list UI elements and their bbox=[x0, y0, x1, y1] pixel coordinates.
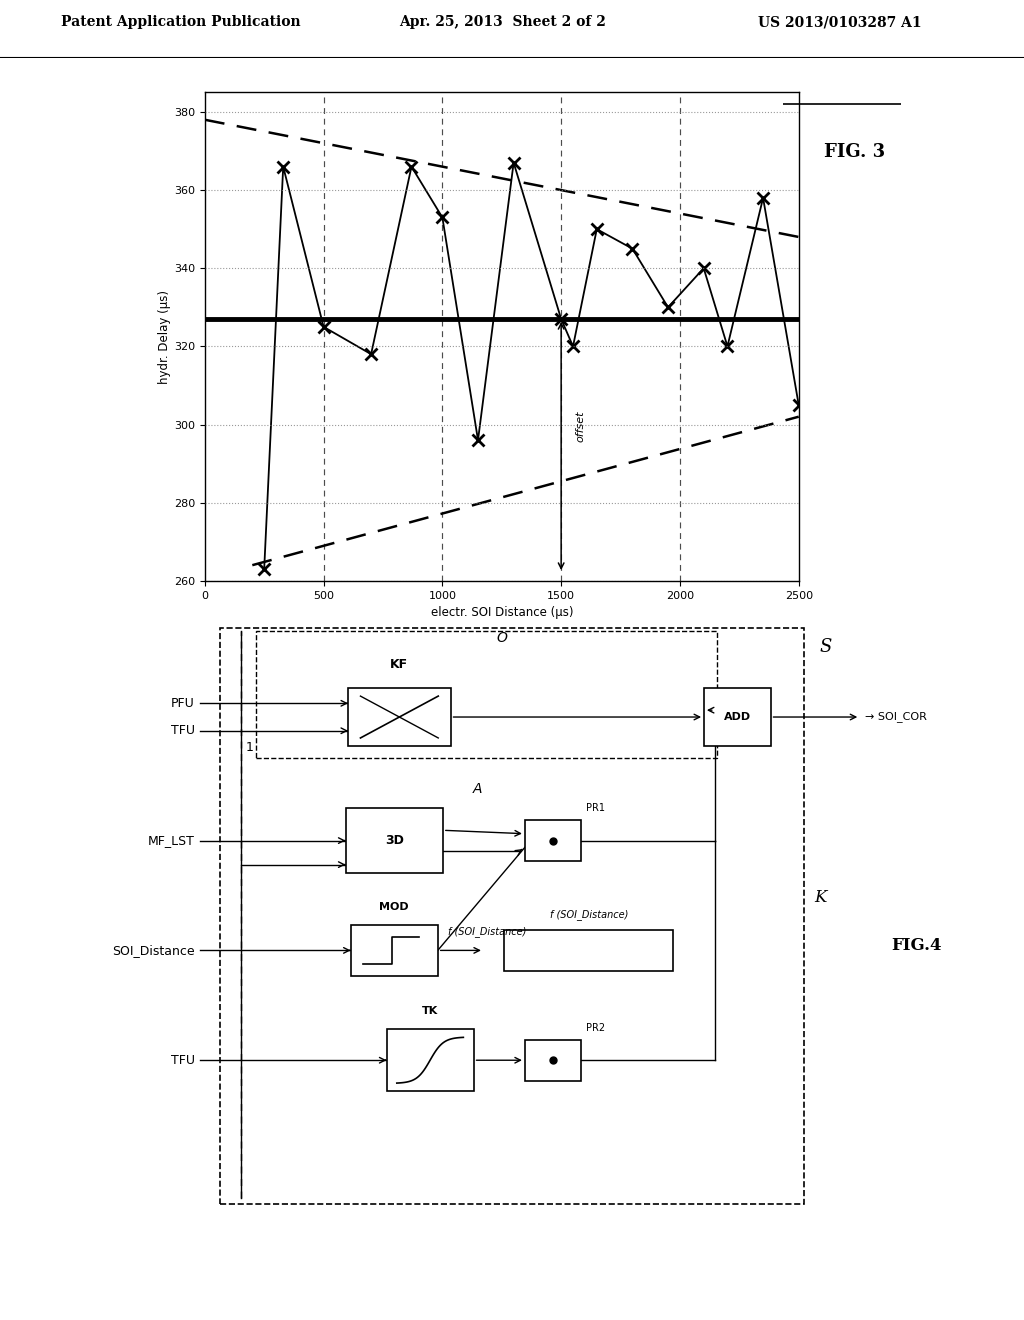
Text: 3D: 3D bbox=[385, 834, 403, 847]
Bar bbox=[346, 808, 442, 874]
Text: PR1: PR1 bbox=[586, 803, 605, 813]
Bar bbox=[220, 628, 804, 1204]
Text: Patent Application Publication: Patent Application Publication bbox=[61, 15, 301, 29]
Text: ADD: ADD bbox=[724, 711, 751, 722]
Text: f (SOI_Distance): f (SOI_Distance) bbox=[550, 908, 628, 920]
X-axis label: electr. SOI Distance (µs): electr. SOI Distance (µs) bbox=[430, 606, 573, 619]
Bar bbox=[504, 929, 674, 972]
Text: → SOI_COR: → SOI_COR bbox=[865, 711, 927, 722]
Text: TFU: TFU bbox=[171, 725, 195, 738]
Text: A: A bbox=[473, 781, 482, 796]
Text: MOD: MOD bbox=[380, 903, 409, 912]
Text: f (SOI_Distance): f (SOI_Distance) bbox=[449, 925, 526, 937]
Text: SOI_Distance: SOI_Distance bbox=[112, 944, 195, 957]
Text: FIG. 3: FIG. 3 bbox=[824, 143, 886, 161]
Text: offset: offset bbox=[575, 411, 586, 442]
Text: TFU: TFU bbox=[171, 1053, 195, 1067]
Bar bbox=[387, 1030, 473, 1092]
Bar bbox=[256, 631, 717, 758]
Y-axis label: hydr. Delay (µs): hydr. Delay (µs) bbox=[158, 289, 171, 384]
Text: KF: KF bbox=[390, 657, 409, 671]
Text: Apr. 25, 2013  Sheet 2 of 2: Apr. 25, 2013 Sheet 2 of 2 bbox=[399, 15, 606, 29]
Text: 1: 1 bbox=[246, 742, 254, 754]
Bar bbox=[525, 1040, 582, 1081]
Text: PR2: PR2 bbox=[586, 1023, 605, 1032]
Text: FIG.4: FIG.4 bbox=[891, 937, 941, 954]
Bar bbox=[525, 820, 582, 861]
Bar bbox=[348, 688, 451, 746]
Text: K: K bbox=[814, 890, 826, 907]
Bar bbox=[705, 688, 770, 746]
Text: TK: TK bbox=[422, 1006, 438, 1015]
Text: PFU: PFU bbox=[171, 697, 195, 710]
Bar bbox=[350, 924, 438, 977]
Text: MF_LST: MF_LST bbox=[147, 834, 195, 847]
Text: US 2013/0103287 A1: US 2013/0103287 A1 bbox=[758, 15, 922, 29]
Text: O: O bbox=[497, 631, 507, 644]
Text: S: S bbox=[819, 638, 831, 656]
